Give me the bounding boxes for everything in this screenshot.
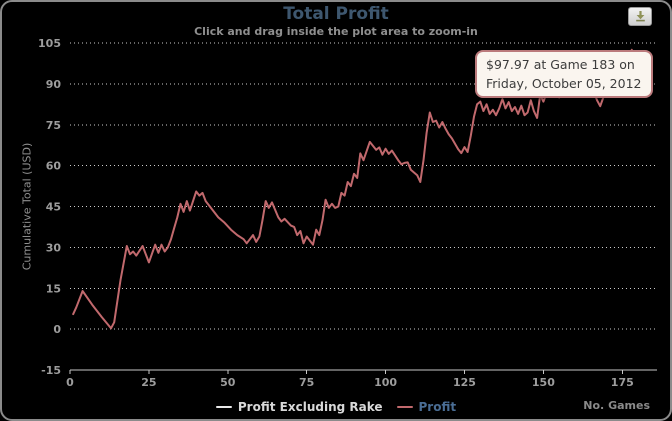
y-axis-tick-label: 60: [46, 160, 62, 173]
legend-label: Profit: [418, 400, 457, 414]
x-axis-tick-label: 125: [453, 376, 476, 389]
chart-title: Total Profit: [283, 4, 389, 24]
x-axis-tick-label: 175: [611, 376, 634, 389]
legend: Profit Excluding Rake Profit: [0, 400, 672, 414]
y-axis-tick-label: 45: [46, 201, 61, 214]
y-axis-title: Cumulative Total (USD): [20, 142, 34, 271]
tooltip: $97.97 at Game 183 on Friday, October 05…: [475, 50, 653, 98]
x-axis-tick-label: 50: [220, 376, 236, 389]
legend-item-profit[interactable]: Profit: [396, 400, 457, 414]
y-axis-tick-label: -15: [41, 364, 61, 377]
x-axis-tick-label: 75: [299, 376, 314, 389]
download-icon: [634, 7, 647, 26]
x-axis-tick-label: 0: [66, 376, 74, 389]
x-axis-tick-label: 150: [532, 376, 555, 389]
legend-label: Profit Excluding Rake: [237, 400, 383, 414]
y-axis-tick-label: 30: [46, 241, 62, 254]
y-axis-tick-label: 15: [46, 282, 61, 295]
y-axis-tick-label: 75: [46, 119, 61, 132]
y-axis-tick-label: 0: [53, 323, 61, 336]
x-axis-title: No. Games: [583, 399, 650, 412]
line-swatch-icon: [215, 406, 232, 408]
x-axis-tick-label: 25: [141, 376, 156, 389]
y-axis-tick-label: 105: [38, 37, 61, 50]
line-swatch-icon: [396, 406, 413, 408]
tooltip-line1: $97.97 at Game 183 on: [486, 57, 635, 72]
export-menu-button[interactable]: [628, 7, 652, 26]
chart-subtitle: Click and drag inside the plot area to z…: [194, 25, 478, 38]
x-axis-tick-label: 100: [374, 376, 397, 389]
legend-item-profit-excluding-rake[interactable]: Profit Excluding Rake: [215, 400, 383, 414]
y-axis-tick-label: 90: [46, 78, 62, 91]
tooltip-line2: Friday, October 05, 2012: [486, 76, 642, 91]
